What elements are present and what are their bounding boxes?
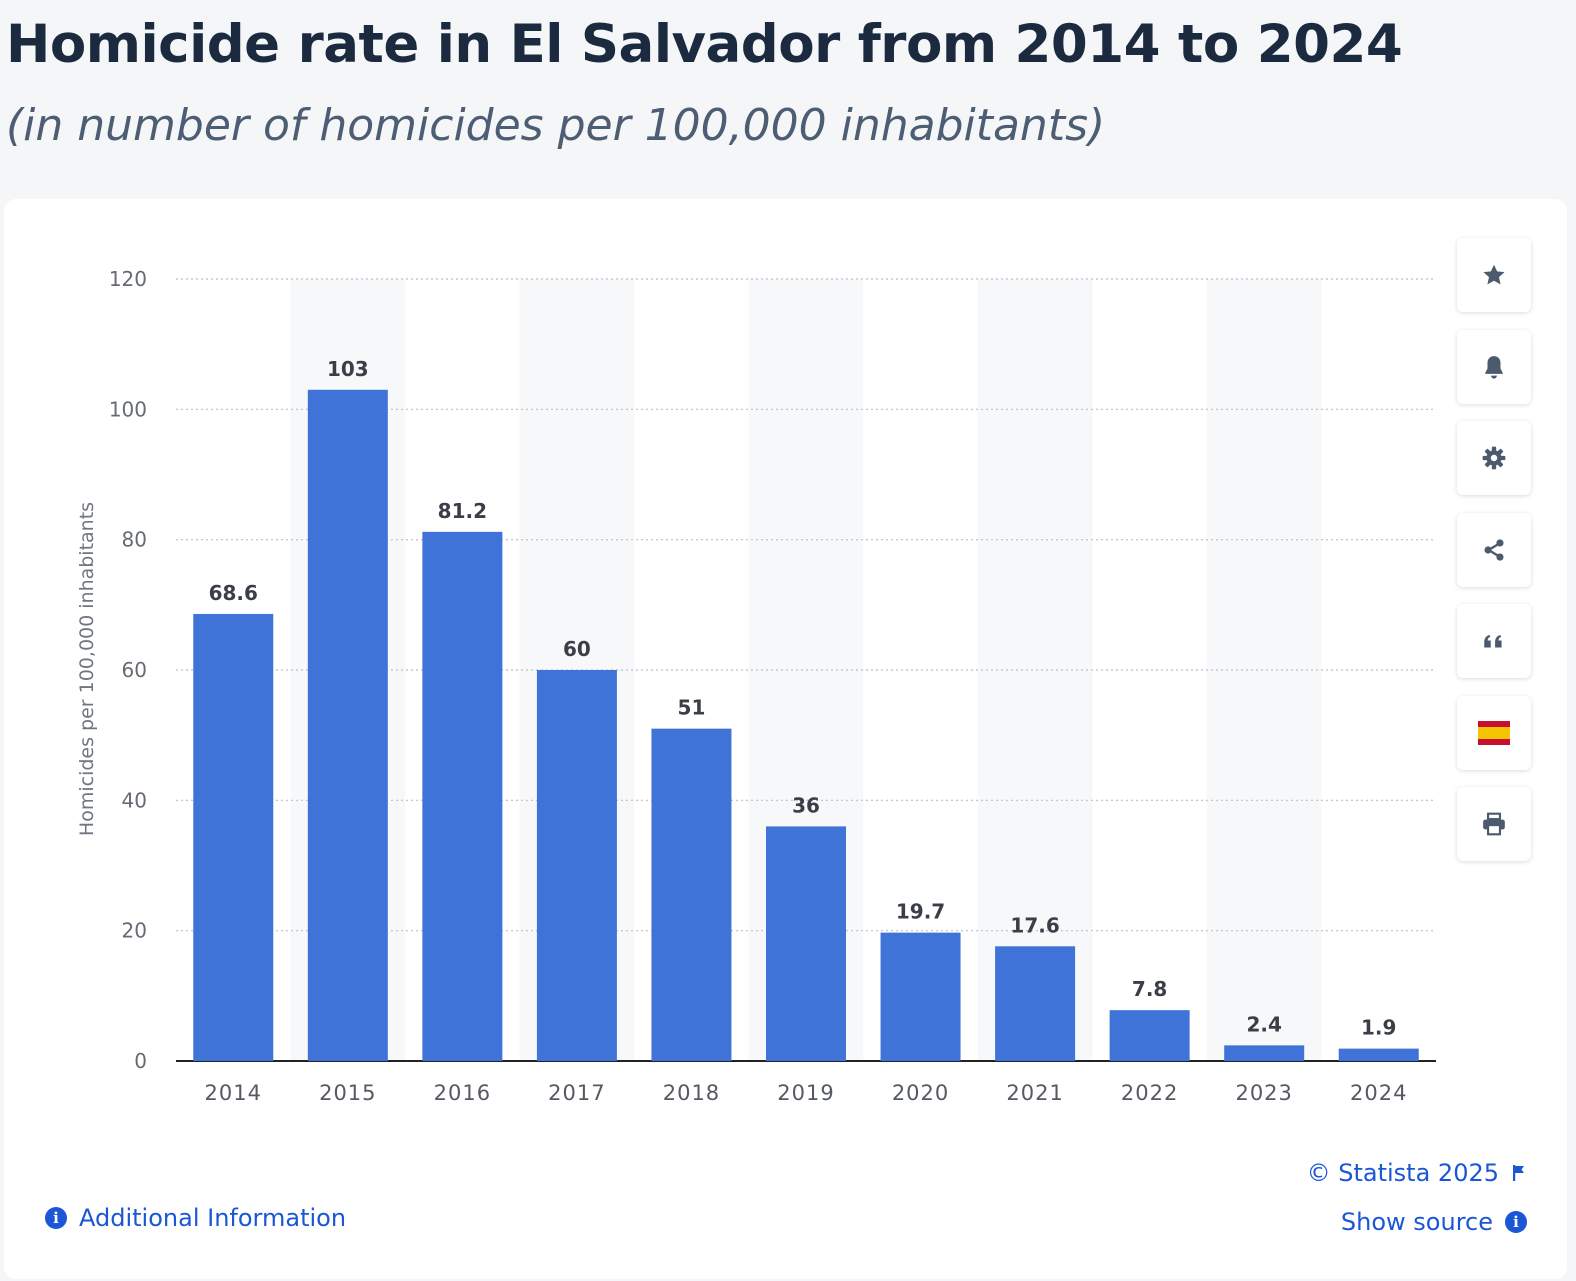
share-button[interactable] xyxy=(1457,513,1531,587)
bar-2021[interactable] xyxy=(995,946,1076,1061)
star-icon xyxy=(1483,264,1505,285)
bar-2022[interactable] xyxy=(1109,1010,1190,1061)
info-icon: i xyxy=(45,1207,67,1229)
x-tick-label: 2022 xyxy=(1121,1081,1178,1105)
bar-2024[interactable] xyxy=(1338,1048,1419,1061)
x-tick-label: 2021 xyxy=(1006,1081,1063,1105)
notification-button[interactable] xyxy=(1457,330,1531,404)
settings-button[interactable] xyxy=(1457,421,1531,495)
x-tick-label: 2016 xyxy=(434,1081,491,1105)
value-label: 17.6 xyxy=(1010,913,1059,937)
bar-2015[interactable] xyxy=(307,389,388,1061)
y-tick-label: 20 xyxy=(122,919,147,943)
favorite-button[interactable] xyxy=(1457,238,1531,312)
value-label: 19.7 xyxy=(896,900,945,924)
x-tick-label: 2018 xyxy=(663,1081,720,1105)
bar-chart: 0 20 40 60 80 100 120 68.6 103 81.2 60 51 36 19.7 17.… xyxy=(76,267,1436,1105)
y-tick-label: 120 xyxy=(109,267,147,291)
y-tick-label: 80 xyxy=(122,528,147,552)
bar-2014[interactable] xyxy=(193,613,274,1061)
spain-flag-icon xyxy=(1478,721,1510,745)
bar-2023[interactable] xyxy=(1224,1045,1305,1061)
value-label: 103 xyxy=(327,357,369,381)
flag-icon xyxy=(1513,1165,1524,1181)
bar-2017[interactable] xyxy=(536,670,617,1061)
value-label: 60 xyxy=(563,637,591,661)
value-label: 51 xyxy=(678,696,706,720)
cite-button[interactable] xyxy=(1457,604,1531,678)
value-label: 81.2 xyxy=(438,499,487,523)
x-tick-label: 2014 xyxy=(205,1081,262,1105)
copyright-text: © Statista 2025 xyxy=(1306,1159,1499,1187)
x-tick-label: 2015 xyxy=(319,1081,376,1105)
value-label: 68.6 xyxy=(209,581,258,605)
x-tick-label: 2019 xyxy=(777,1081,834,1105)
show-source-text: Show source xyxy=(1340,1208,1493,1236)
language-button[interactable] xyxy=(1457,696,1531,770)
value-label: 36 xyxy=(792,793,820,817)
bar-2019[interactable] xyxy=(766,826,846,1061)
share-icon xyxy=(1484,539,1504,561)
x-tick-label: 2020 xyxy=(892,1081,949,1105)
page-title: Homicide rate in El Salvador from 2014 t… xyxy=(6,14,1403,75)
y-tick-label: 0 xyxy=(134,1049,147,1073)
gear-icon xyxy=(1482,446,1506,470)
y-tick-label: 100 xyxy=(109,397,147,421)
x-tick-label: 2024 xyxy=(1350,1081,1407,1105)
bar-2020[interactable] xyxy=(880,932,961,1061)
y-tick-label: 60 xyxy=(122,658,147,682)
bar-2016[interactable] xyxy=(422,531,503,1061)
additional-information-text: Additional Information xyxy=(79,1204,347,1232)
value-label: 7.8 xyxy=(1132,977,1167,1001)
y-tick-label: 40 xyxy=(122,788,147,812)
value-label: 1.9 xyxy=(1361,1016,1396,1040)
y-axis-label: Homicides per 100,000 inhabitants xyxy=(76,502,98,836)
show-source-link[interactable]: Show source i xyxy=(1341,1208,1527,1236)
x-tick-label: 2017 xyxy=(548,1081,605,1105)
value-label: 2.4 xyxy=(1246,1012,1281,1036)
x-tick-label: 2023 xyxy=(1235,1081,1292,1105)
bell-icon xyxy=(1485,356,1503,379)
print-button[interactable] xyxy=(1457,787,1531,861)
additional-information-link[interactable]: i Additional Information xyxy=(45,1204,346,1232)
bar-2018[interactable] xyxy=(651,728,732,1061)
printer-icon xyxy=(1483,812,1505,836)
quote-icon xyxy=(1484,635,1502,648)
alt-band xyxy=(1206,279,1322,1061)
page-subtitle: (in number of homicides per 100,000 inha… xyxy=(6,100,1106,151)
copyright-link[interactable]: © Statista 2025 xyxy=(1307,1159,1527,1187)
info-icon: i xyxy=(1505,1211,1527,1233)
chart-card: 0 20 40 60 80 100 120 68.6 103 81.2 60 51 36 19.7 17.… xyxy=(4,199,1567,1279)
alt-band xyxy=(977,279,1093,1061)
